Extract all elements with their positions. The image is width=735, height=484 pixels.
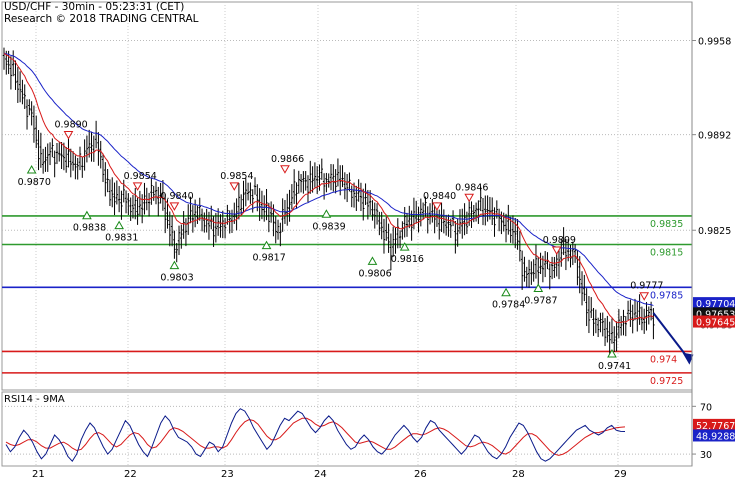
trough-value-label: 0.9831 <box>105 233 138 244</box>
support-marker <box>501 287 511 297</box>
peak-value-label: 0.9840 <box>423 191 456 202</box>
rsi-value-tag-bg <box>693 429 735 442</box>
time-axis: 21 22 23 24 26 28 29 <box>32 469 627 480</box>
trough-value-label: 0.9816 <box>391 254 424 265</box>
time-tick-label: 23 <box>221 469 234 480</box>
level-label: 0.9785 <box>650 290 683 301</box>
price-tick-label: 0.9825 <box>698 226 731 237</box>
peak-value-label: 0.9846 <box>455 182 488 193</box>
support-marker <box>607 349 617 358</box>
trough-value-label: 0.9839 <box>312 221 345 232</box>
trough-value-label: 0.9806 <box>358 268 391 279</box>
trough-value-label: 0.9803 <box>160 273 193 284</box>
peak-value-label: 0.9854 <box>220 171 253 182</box>
price-tag-label: 0.97645 <box>696 318 735 329</box>
price-tag-label: 0.97653 <box>696 309 735 320</box>
level-label: 0.9835 <box>650 219 683 230</box>
price-tick-label: 0.9892 <box>698 131 731 142</box>
chart-title: USD/CHF - 30min - 05:23:31 (CET) <box>4 1 185 13</box>
level-label: 0.9815 <box>650 248 683 259</box>
rsi-line <box>5 408 626 463</box>
projection-shaft <box>652 312 690 360</box>
resistance-marker <box>280 165 290 174</box>
candlestick-series <box>2 47 655 354</box>
support-marker <box>26 165 37 174</box>
rsi-panel-label: RSI14 - 9MA <box>4 394 65 405</box>
peak-value-label: 0.9840 <box>160 191 193 202</box>
peak-value-label: 0.9890 <box>54 120 87 131</box>
peak-value-label: 0.9809 <box>543 235 576 246</box>
resistance-marker <box>132 182 143 191</box>
time-tick-label: 28 <box>512 469 525 480</box>
pivot-markers: 0.98900.98540.98400.98540.98660.98400.98… <box>18 120 664 373</box>
price-tag-bg <box>693 297 735 310</box>
support-marker <box>114 220 125 230</box>
time-tick-label: 22 <box>124 469 137 480</box>
price-tick-label: 0.9958 <box>698 37 731 48</box>
peak-value-label: 0.9777 <box>630 281 663 292</box>
main-grid <box>1 1 693 467</box>
support-marker <box>82 210 92 220</box>
trough-value-label: 0.9741 <box>598 361 631 372</box>
support-marker <box>321 209 332 218</box>
support-marker <box>399 242 410 251</box>
trough-value-label: 0.9784 <box>492 300 525 311</box>
peak-value-label: 0.9866 <box>271 154 304 165</box>
price-tag-bg <box>693 315 735 328</box>
trough-value-label: 0.9838 <box>73 223 106 234</box>
support-marker <box>367 256 378 265</box>
chart-copyright: Research © 2018 TRADING CENTRAL <box>4 13 199 25</box>
support-marker <box>533 283 544 292</box>
rsi-value-tag-label: 48.9288 <box>696 431 735 442</box>
time-tick-label: 21 <box>32 469 45 480</box>
price-axis: 0.99580.98920.98250.97590.977040.976530.… <box>691 2 735 466</box>
rsi-ma-line <box>5 417 626 456</box>
rsi-tick-label: 30 <box>700 450 712 461</box>
level-label: 0.9725 <box>650 376 683 387</box>
price-tag-label: 0.97704 <box>696 299 735 310</box>
rsi-series <box>5 408 626 463</box>
support-marker <box>169 260 180 270</box>
projection-head <box>682 352 694 365</box>
ma-fast-line <box>3 52 654 324</box>
trough-value-label: 0.9817 <box>253 253 286 264</box>
peak-value-label: 0.9854 <box>124 171 157 182</box>
resistance-marker <box>551 246 562 256</box>
rsi-grid <box>2 405 692 455</box>
rsi-tick-label: 70 <box>700 402 712 413</box>
rsi-value-tag-label: 52.7767 <box>696 421 735 432</box>
support-marker <box>261 240 272 250</box>
resistance-marker <box>639 292 650 301</box>
ma-slow-line <box>3 52 654 307</box>
resistance-marker <box>169 202 180 211</box>
support-resistance-levels: 0.9835 0.9815 0.9785 0.974 0.9725 <box>2 215 692 387</box>
resistance-marker <box>464 193 475 203</box>
level-label: 0.974 <box>650 354 677 365</box>
time-tick-label: 24 <box>314 469 327 480</box>
time-tick-label: 29 <box>614 469 627 480</box>
moving-averages <box>3 52 654 324</box>
trough-value-label: 0.9870 <box>18 177 51 188</box>
projection-arrow <box>652 312 694 365</box>
resistance-marker <box>432 202 442 211</box>
resistance-marker <box>229 182 240 191</box>
rsi-value-tag-bg <box>693 418 735 431</box>
resistance-marker <box>63 131 74 140</box>
trough-value-label: 0.9787 <box>524 295 557 306</box>
time-tick-label: 26 <box>414 469 427 480</box>
